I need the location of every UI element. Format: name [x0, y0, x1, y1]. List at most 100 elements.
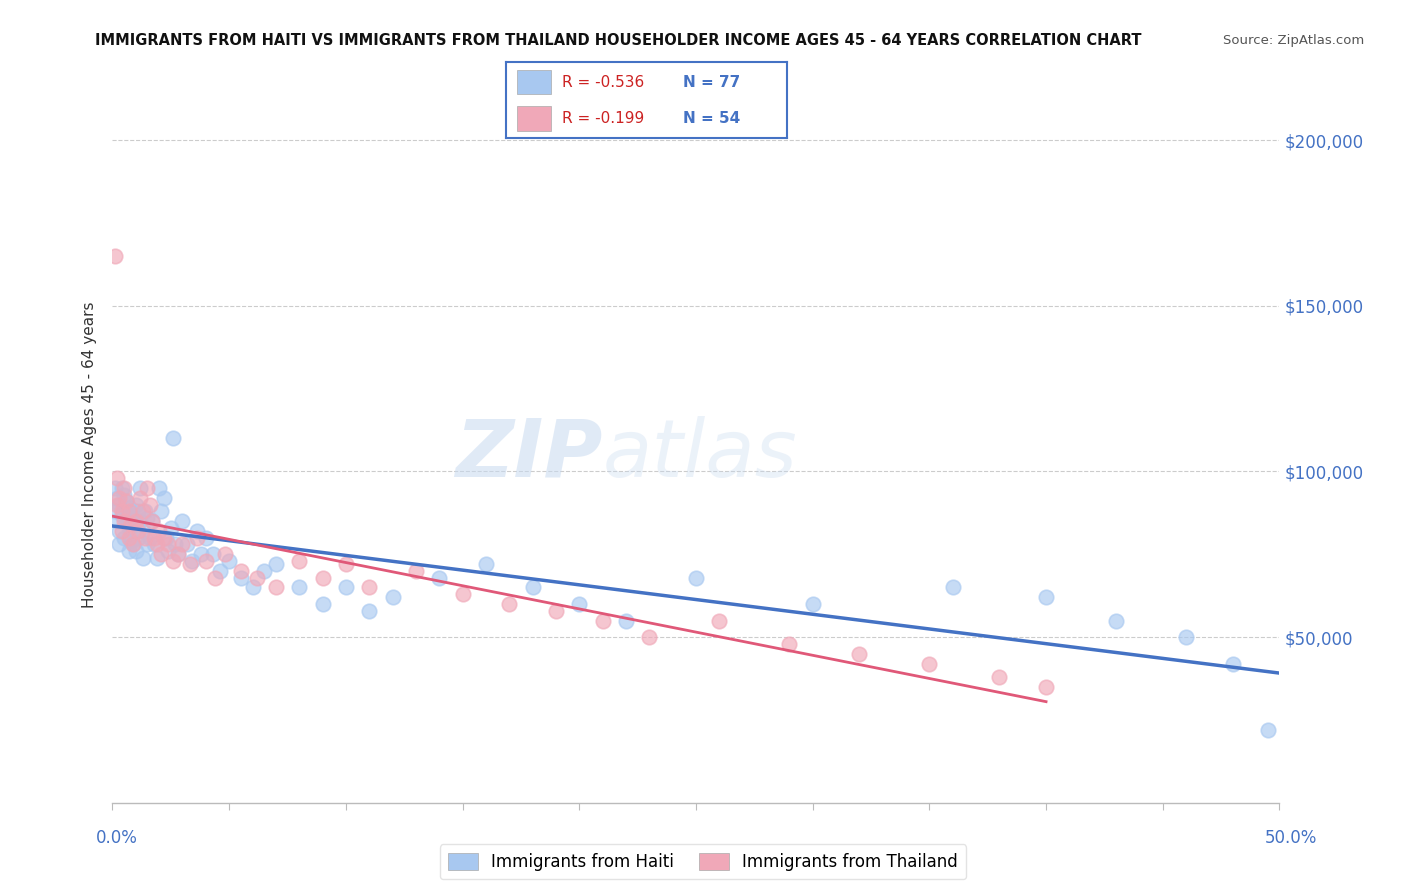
Point — [427, 570, 450, 584]
Point — [186, 524, 208, 538]
Point — [166, 547, 188, 561]
Point — [194, 554, 217, 568]
Point — [172, 537, 194, 551]
Point — [201, 547, 224, 561]
Point — [132, 524, 155, 538]
Text: Source: ZipAtlas.com: Source: ZipAtlas.com — [1223, 34, 1364, 46]
Point — [111, 504, 134, 518]
Text: IMMIGRANTS FROM HAITI VS IMMIGRANTS FROM THAILAND HOUSEHOLDER INCOME AGES 45 - 6: IMMIGRANTS FROM HAITI VS IMMIGRANTS FROM… — [96, 33, 1142, 47]
Point — [104, 249, 127, 263]
Text: 0.0%: 0.0% — [96, 829, 138, 847]
Point — [150, 504, 173, 518]
Point — [638, 630, 661, 644]
Point — [180, 554, 202, 568]
Point — [108, 537, 131, 551]
Point — [381, 591, 404, 605]
Point — [778, 637, 800, 651]
Point — [105, 514, 128, 528]
Point — [229, 564, 252, 578]
Bar — [517, 106, 551, 130]
Point — [186, 531, 208, 545]
Point — [112, 481, 135, 495]
Point — [146, 537, 169, 551]
Point — [127, 531, 149, 545]
Point — [311, 570, 333, 584]
Point — [359, 581, 381, 595]
Point — [122, 537, 145, 551]
Point — [218, 554, 240, 568]
Point — [104, 504, 127, 518]
Point — [125, 517, 148, 532]
Text: N = 77: N = 77 — [683, 75, 741, 90]
Point — [166, 547, 188, 561]
Point — [1035, 591, 1057, 605]
Point — [157, 544, 180, 558]
Point — [264, 581, 287, 595]
Point — [125, 544, 148, 558]
Point — [132, 550, 155, 565]
Point — [148, 481, 170, 495]
Point — [176, 537, 198, 551]
Point — [120, 534, 142, 549]
Point — [136, 481, 159, 495]
Text: R = -0.199: R = -0.199 — [562, 111, 644, 126]
Point — [118, 500, 141, 515]
Point — [162, 431, 184, 445]
Point — [118, 531, 141, 545]
Point — [942, 581, 965, 595]
Point — [288, 581, 311, 595]
Point — [335, 581, 357, 595]
Point — [451, 587, 474, 601]
Text: 50.0%: 50.0% — [1264, 829, 1317, 847]
Point — [129, 491, 152, 505]
Point — [105, 498, 128, 512]
Point — [143, 531, 166, 545]
Point — [918, 657, 941, 671]
Point — [194, 531, 217, 545]
Point — [1257, 723, 1279, 737]
Point — [405, 564, 427, 578]
Point — [118, 544, 141, 558]
Point — [112, 488, 135, 502]
Point — [288, 554, 311, 568]
Point — [118, 521, 141, 535]
Point — [122, 537, 145, 551]
Point — [709, 614, 731, 628]
Point — [139, 531, 162, 545]
Text: R = -0.536: R = -0.536 — [562, 75, 644, 90]
Point — [105, 491, 128, 505]
Point — [359, 604, 381, 618]
Point — [150, 547, 173, 561]
Point — [162, 554, 184, 568]
Point — [127, 524, 149, 538]
Point — [264, 558, 287, 572]
Point — [120, 508, 142, 522]
Legend: Immigrants from Haiti, Immigrants from Thailand: Immigrants from Haiti, Immigrants from T… — [440, 845, 966, 880]
Point — [592, 614, 614, 628]
Bar — [517, 70, 551, 95]
Point — [108, 524, 131, 538]
Point — [498, 597, 520, 611]
Point — [172, 514, 194, 528]
Point — [229, 570, 252, 584]
Point — [134, 531, 156, 545]
Point — [1175, 630, 1198, 644]
Point — [146, 550, 169, 565]
Point — [108, 498, 131, 512]
Point — [801, 597, 824, 611]
Point — [685, 570, 707, 584]
Point — [105, 471, 128, 485]
Point — [190, 547, 212, 561]
Point — [136, 511, 159, 525]
Point — [179, 558, 201, 572]
Point — [111, 524, 134, 538]
Point — [544, 604, 567, 618]
Text: atlas: atlas — [603, 416, 797, 494]
Point — [143, 537, 166, 551]
Point — [614, 614, 637, 628]
Point — [118, 504, 141, 518]
Point — [311, 597, 333, 611]
Point — [125, 514, 148, 528]
Point — [125, 498, 148, 512]
Point — [246, 570, 269, 584]
